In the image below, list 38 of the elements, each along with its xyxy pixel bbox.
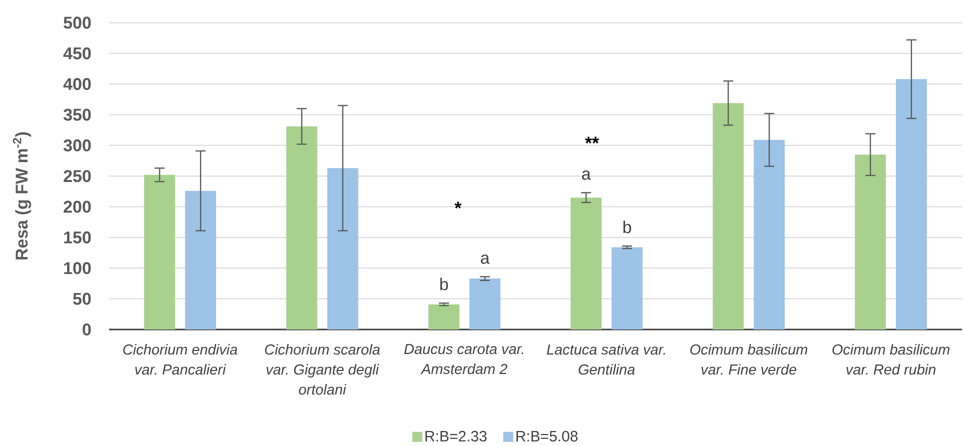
annotation: * — [454, 202, 462, 208]
bar — [570, 198, 602, 330]
x-tick-label: Cichorium endivia var. Pancalieri — [123, 344, 238, 375]
y-tick-label: 300 — [64, 139, 91, 152]
bar — [754, 140, 785, 330]
data-label: a — [480, 254, 490, 264]
bar — [469, 278, 500, 330]
x-tick-label: Ocimum basilicum var. Fine verde — [690, 344, 808, 375]
y-tick-label: 500 — [64, 16, 91, 29]
x-tick-label: Ocimum basilicum var. Red rubin — [832, 344, 950, 375]
bar — [428, 304, 460, 330]
y-tick-label: 350 — [64, 108, 91, 121]
bar — [286, 126, 318, 330]
legend-label: R:B=2.33 — [426, 430, 487, 442]
x-tick-label: Daucus carota var. Amsterdam 2 — [404, 344, 524, 374]
y-tick-label: 50 — [73, 292, 91, 305]
y-tick-label: 250 — [64, 170, 91, 182]
y-axis-title: Resa (g FW m$^{-2}$) — [12, 132, 32, 260]
y-tick-label: 0 — [82, 323, 91, 336]
y-tick-label: 200 — [64, 200, 91, 213]
bar — [612, 247, 643, 330]
legend-label: R:B=5.08 — [516, 430, 578, 442]
y-tick-label: 400 — [63, 78, 91, 90]
y-tick-label: 100 — [64, 262, 91, 274]
bar — [327, 168, 358, 330]
data-label: a — [582, 170, 591, 180]
x-tick-label: Lactuca sativa var. Gentilina — [546, 344, 665, 375]
y-tick-label: 450 — [63, 47, 91, 60]
bar — [712, 103, 744, 330]
bar — [896, 79, 927, 330]
annotation: ** — [585, 136, 599, 144]
x-tick-label: Cichorium scarola var. Gigante degli ortolani — [265, 344, 380, 395]
bar — [144, 174, 176, 330]
bar — [854, 154, 886, 330]
bar — [185, 190, 216, 330]
y-tick-label: 150 — [64, 231, 91, 244]
data-label: b — [623, 220, 632, 234]
data-label: b — [440, 278, 448, 290]
